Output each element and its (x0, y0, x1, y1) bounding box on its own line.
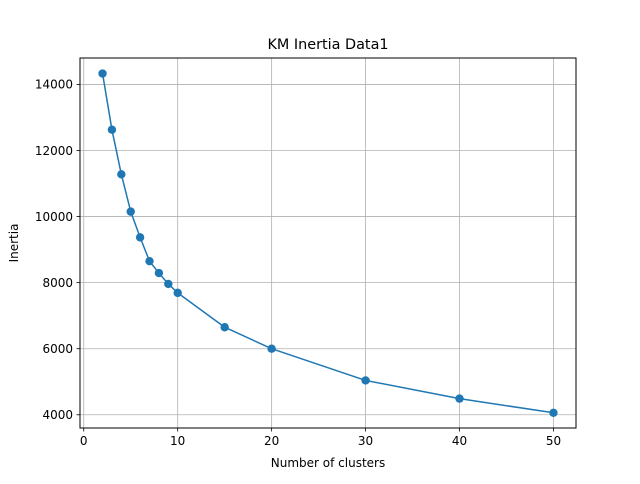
y-tick-label: 4000 (42, 408, 73, 422)
data-point (361, 376, 370, 385)
data-series (98, 69, 558, 418)
x-tick-label: 10 (170, 434, 185, 448)
data-point (549, 408, 558, 418)
x-tick-label: 30 (358, 434, 373, 448)
x-axis-label: Number of clusters (271, 456, 385, 470)
x-tick-label: 40 (452, 434, 467, 448)
y-tick-label: 12000 (35, 144, 73, 158)
y-tick-label: 14000 (35, 78, 73, 92)
data-point (145, 256, 154, 266)
chart-title: KM Inertia Data1 (267, 37, 388, 53)
data-point (98, 69, 107, 78)
data-point (164, 279, 173, 289)
grid-lines (80, 58, 576, 428)
data-point (267, 344, 276, 353)
data-point (107, 125, 117, 134)
data-point (117, 170, 126, 179)
axis-ticks: 0 10 20 30 40 50 4000 6000 8000 10000 12000 14000 (35, 78, 561, 448)
data-point (455, 394, 464, 403)
x-tick-label: 0 (80, 434, 88, 448)
series-line (101, 73, 554, 414)
x-tick-label: 50 (546, 434, 561, 448)
data-point (135, 233, 145, 242)
data-point (154, 268, 164, 278)
y-axis-label: Inertia (7, 224, 21, 263)
data-point (173, 288, 182, 298)
y-tick-label: 8000 (42, 276, 73, 290)
y-tick-label: 6000 (42, 342, 73, 356)
y-tick-label: 10000 (35, 210, 73, 224)
plot-frame (79, 57, 577, 429)
x-tick-label: 20 (264, 434, 279, 448)
data-point (126, 207, 135, 216)
data-point (220, 323, 229, 332)
